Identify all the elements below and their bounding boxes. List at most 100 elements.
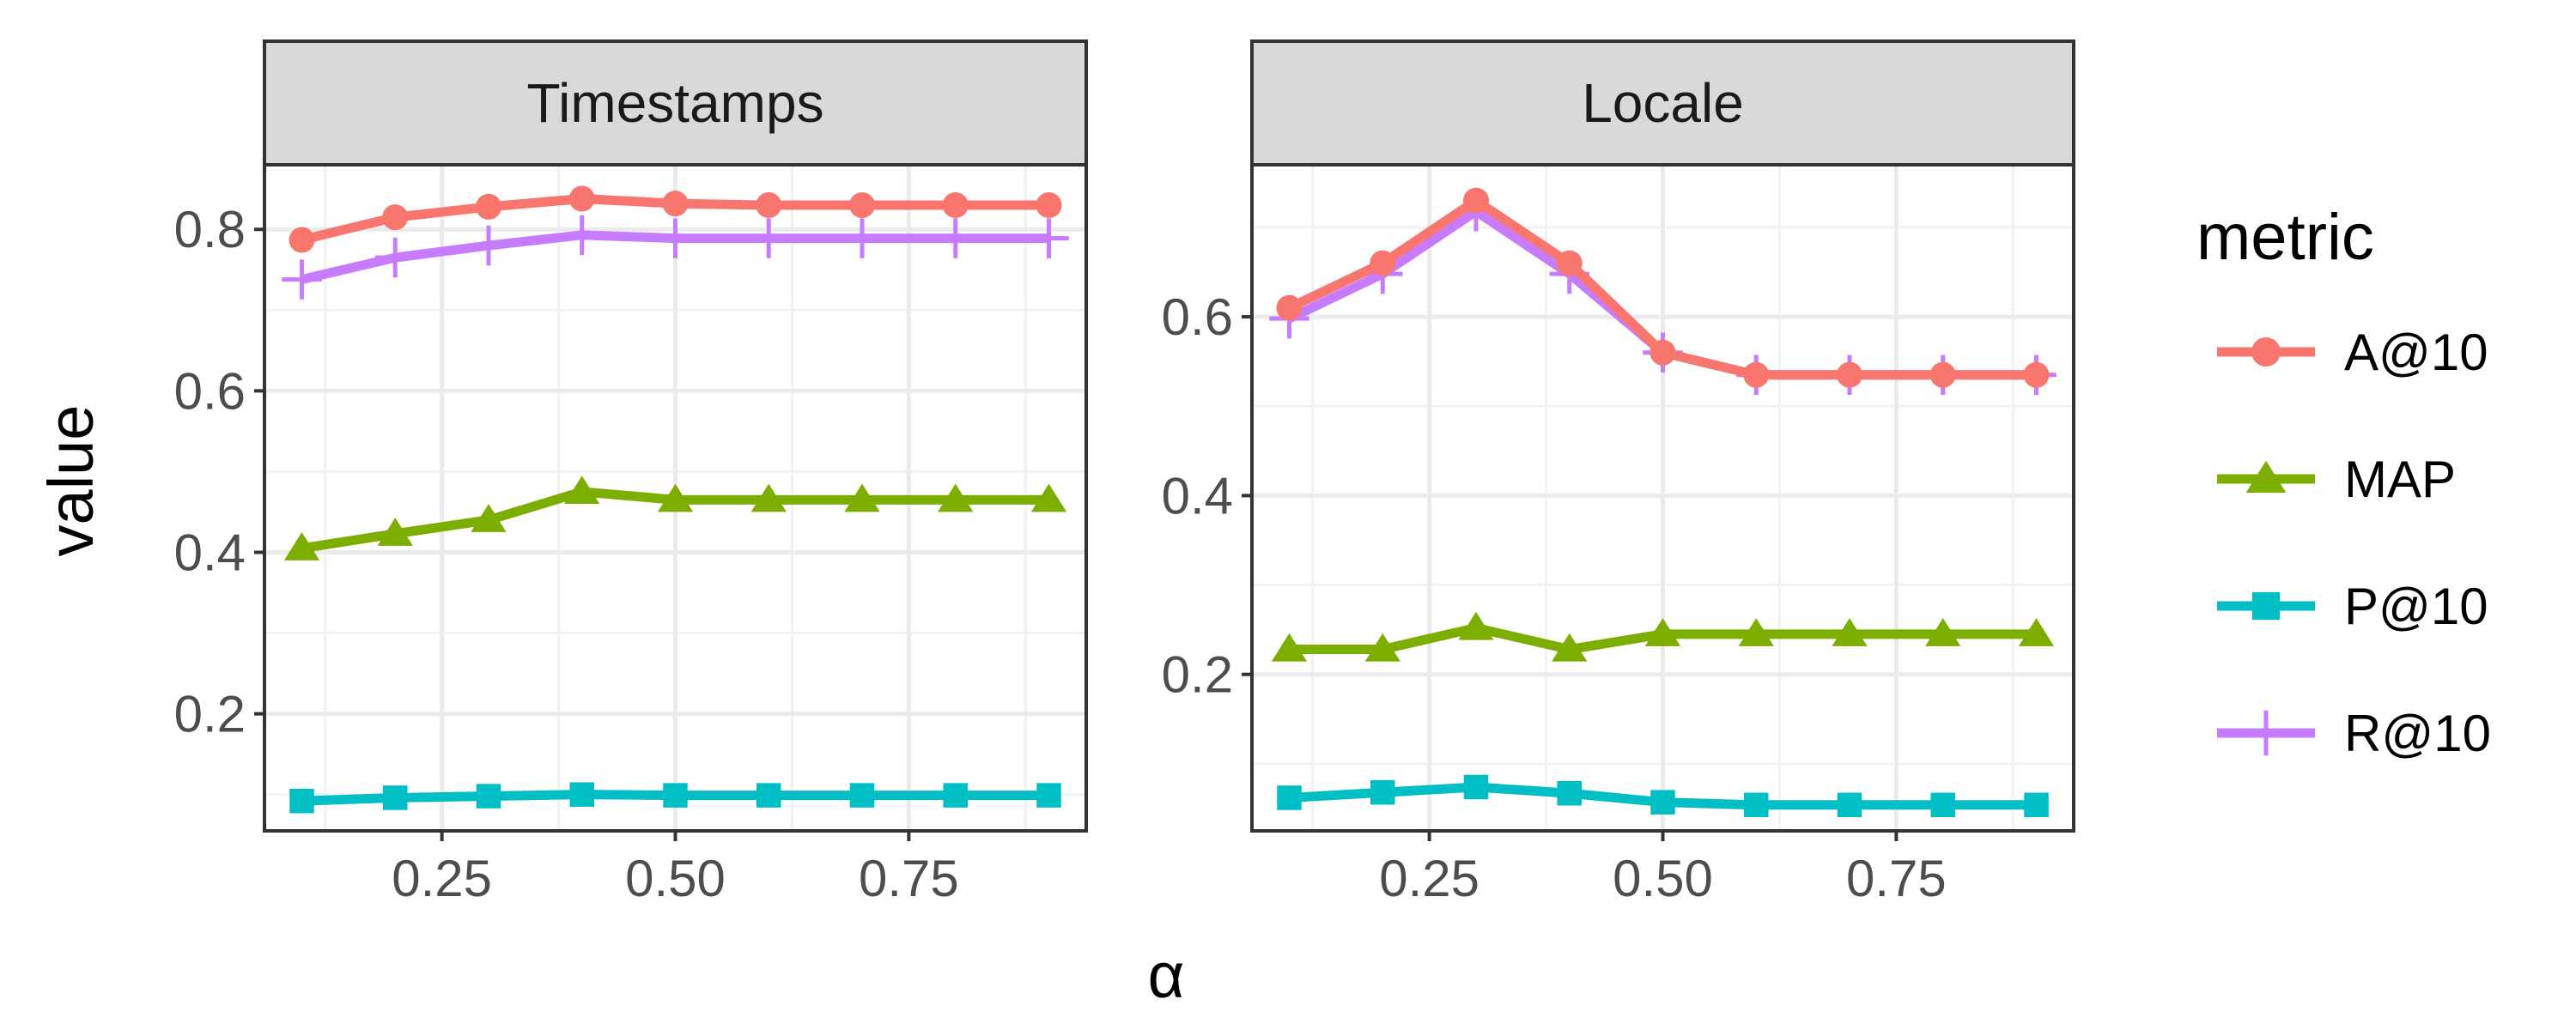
x-tick-label: 0.75	[859, 850, 959, 907]
data-point-p-10	[383, 785, 408, 810]
series-p-10-locale	[1277, 774, 2049, 818]
series-a-10-locale	[1276, 187, 2050, 388]
data-point-a-10	[942, 192, 969, 219]
x-tick-label: 0.50	[625, 850, 726, 907]
data-point-r-10	[935, 218, 975, 258]
strip-title-timestamps: Timestamps	[526, 72, 823, 134]
data-point-a-10	[1837, 361, 1862, 388]
legend-label: MAP	[2344, 451, 2456, 508]
data-point-p-10	[849, 783, 875, 808]
data-point-a-10	[1036, 192, 1062, 219]
data-point-r-10	[655, 218, 696, 258]
data-point-p-10	[569, 782, 594, 807]
y-tick-label: 0.2	[1162, 646, 1233, 704]
data-point-a-10	[1556, 250, 1583, 276]
legend-title: metric	[2196, 201, 2374, 274]
series-p-10-timestamps	[289, 782, 1061, 814]
legend-entry-map: MAP	[2217, 451, 2456, 508]
data-point-p-10	[2024, 792, 2049, 818]
series-map-locale	[1271, 611, 2055, 662]
series-a-10-timestamps	[289, 185, 1062, 253]
x-tick-label: 0.25	[392, 850, 492, 907]
data-point-map	[1738, 618, 1774, 646]
data-point-a-10	[1463, 187, 1489, 214]
data-point-p-10	[476, 784, 501, 809]
data-point-map	[283, 532, 320, 560]
data-point-p-10	[943, 783, 968, 808]
y-tick-label: 0.6	[1162, 288, 1233, 346]
y-tick-label: 0.4	[174, 524, 246, 581]
data-point-map	[1030, 483, 1067, 512]
x-axis-timestamps: 0.25 0.50 0.75	[392, 831, 959, 907]
data-point-map	[657, 483, 694, 512]
data-point-a-10	[1743, 361, 1770, 388]
data-point-r-10	[282, 259, 322, 300]
data-point-a-10	[1370, 250, 1396, 276]
data-point-map	[1458, 611, 1494, 640]
data-point-map	[938, 483, 974, 512]
data-point-map	[844, 483, 880, 512]
x-axis-locale: 0.25 0.50 0.75	[1379, 831, 1947, 907]
x-tick-label: 0.75	[1846, 850, 1947, 907]
legend-key-marker	[2243, 710, 2289, 756]
data-point-a-10	[662, 191, 689, 217]
data-point-p-10	[1036, 783, 1061, 808]
data-point-p-10	[289, 788, 314, 814]
strip-title-locale: Locale	[1582, 72, 1744, 134]
legend-entry-a-10: A@10	[2217, 324, 2488, 381]
data-point-map	[471, 504, 507, 532]
data-point-r-10	[1029, 218, 1069, 258]
data-point-p-10	[1744, 792, 1769, 818]
data-point-p-10	[1557, 781, 1582, 806]
y-axis-timestamps: 0.2 0.4 0.6 0.8	[174, 201, 264, 743]
data-point-r-10	[562, 215, 602, 256]
data-point-a-10	[568, 185, 595, 212]
x-axis-title: α	[1148, 940, 1185, 1011]
strip-locale	[1250, 39, 2075, 167]
series-map-timestamps	[283, 476, 1067, 560]
data-point-p-10	[1463, 774, 1489, 800]
data-point-a-10	[289, 227, 315, 253]
data-point-a-10	[1276, 294, 1303, 321]
series-r-10-timestamps	[282, 215, 1069, 300]
legend-key-marker	[2245, 460, 2287, 493]
data-point-r-10	[841, 218, 883, 258]
y-tick-label: 0.2	[174, 686, 246, 743]
legend-entry-r-10: R@10	[2217, 705, 2491, 762]
data-point-p-10	[663, 783, 688, 808]
panel-locale: Locale 0.2 0.4 0.6 0.25 0.50 0.75	[1162, 39, 2075, 907]
legend-key-marker	[2251, 591, 2281, 621]
data-point-a-10	[1929, 361, 1956, 388]
data-point-map	[377, 518, 413, 546]
data-point-r-10	[749, 218, 789, 258]
panel-timestamps: Timestamps 0.2 0.4 0.6 0.8 0.25 0.50 0.75	[174, 39, 1088, 907]
data-point-map	[1832, 618, 1868, 646]
data-point-map	[564, 476, 600, 505]
data-point-a-10	[2023, 361, 2050, 388]
strip-timestamps	[263, 39, 1088, 167]
data-point-map	[1364, 633, 1400, 662]
y-tick-label: 0.8	[174, 201, 246, 258]
legend-entry-p-10: P@10	[2217, 578, 2488, 635]
data-point-a-10	[476, 193, 501, 220]
y-axis-title: value	[35, 405, 106, 557]
data-point-map	[2018, 618, 2055, 646]
data-point-a-10	[1649, 339, 1676, 366]
data-point-map	[1552, 633, 1588, 662]
data-point-p-10	[1277, 785, 1302, 810]
x-tick-label: 0.50	[1613, 850, 1713, 907]
data-point-a-10	[756, 192, 782, 219]
y-tick-label: 0.6	[174, 362, 246, 420]
data-point-map	[1644, 618, 1681, 646]
legend-label: R@10	[2344, 705, 2491, 762]
data-point-map	[750, 483, 787, 512]
grid-locale	[1252, 165, 2074, 831]
data-point-p-10	[1650, 790, 1675, 815]
y-axis-locale: 0.2 0.4 0.6	[1162, 288, 1252, 704]
data-point-p-10	[1370, 779, 1395, 805]
legend-label: P@10	[2344, 578, 2488, 635]
legend-label: A@10	[2344, 324, 2488, 381]
legend-key-marker	[2251, 337, 2281, 367]
